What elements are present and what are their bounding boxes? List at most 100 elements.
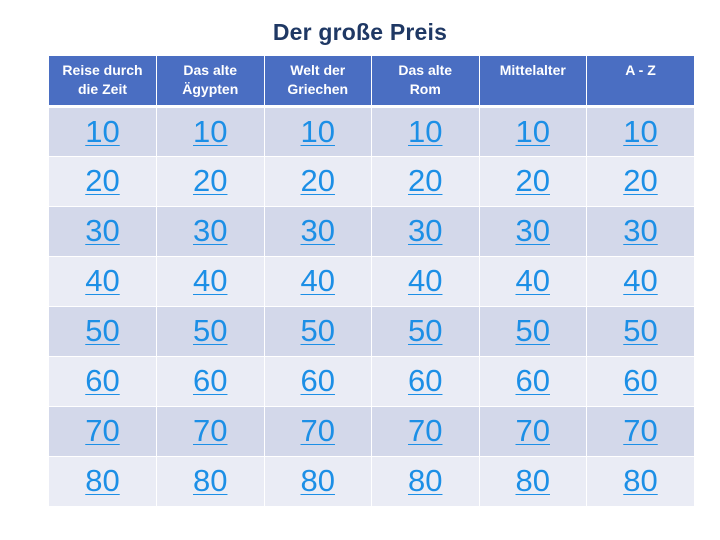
board-cell: 30 [479,206,587,257]
category-label-line1: A - Z [625,62,656,78]
board-cell: 40 [156,256,265,307]
board-cell: 80 [371,456,480,507]
board-cell: 30 [371,206,480,257]
points-row: 50 50 50 50 50 50 [49,306,694,357]
board-cell: 80 [49,456,157,507]
board-cell: 60 [479,356,587,407]
points-link[interactable]: 40 [515,263,550,298]
page-title: Der große Preis [272,19,448,45]
board-cell: 20 [264,156,372,207]
category-header: A - Z [586,56,694,108]
category-label-line1: Reise durch [62,62,143,78]
category-label-line2: Ägypten [182,81,239,97]
board-cell: 70 [49,406,157,457]
points-link[interactable]: 30 [300,213,335,248]
points-link[interactable]: 50 [85,313,120,348]
points-link[interactable]: 20 [408,163,443,198]
points-link[interactable]: 70 [515,413,550,448]
points-link[interactable]: 60 [300,363,335,398]
quiz-board: Reise durch die Zeit Das alte Ägypten Welt… [49,56,694,507]
points-row: 40 40 40 40 40 40 [49,256,694,307]
points-link[interactable]: 60 [85,363,120,398]
points-link[interactable]: 50 [300,313,335,348]
board-cell: 60 [586,356,694,407]
board-cell: 70 [586,406,694,457]
board-cell: 80 [264,456,372,507]
board-cell: 50 [371,306,480,357]
points-link[interactable]: 10 [623,113,658,149]
board-cell: 50 [156,306,265,357]
points-link[interactable]: 70 [193,413,228,448]
board-cell: 20 [479,156,587,207]
points-link[interactable]: 40 [85,263,120,298]
points-link[interactable]: 70 [408,413,443,448]
points-row: 60 60 60 60 60 60 [49,356,694,407]
points-link[interactable]: 20 [515,163,550,198]
board-cell: 40 [479,256,587,307]
board-cell: 60 [264,356,372,407]
points-link[interactable]: 50 [193,313,228,348]
board-cell: 40 [371,256,480,307]
points-link[interactable]: 10 [193,113,228,149]
points-link[interactable]: 60 [515,363,550,398]
board-cell: 70 [371,406,480,457]
points-link[interactable]: 70 [85,413,120,448]
points-link[interactable]: 30 [193,213,228,248]
points-link[interactable]: 10 [85,113,120,149]
points-link[interactable]: 40 [300,263,335,298]
points-link[interactable]: 80 [193,463,228,498]
board-cell: 20 [49,156,157,207]
points-link[interactable]: 80 [515,463,550,498]
points-link[interactable]: 50 [623,313,658,348]
points-link[interactable]: 10 [300,113,335,149]
points-link[interactable]: 20 [300,163,335,198]
points-link[interactable]: 60 [623,363,658,398]
board-cell: 80 [586,456,694,507]
points-link[interactable]: 80 [408,463,443,498]
points-link[interactable]: 20 [85,163,120,198]
points-link[interactable]: 70 [300,413,335,448]
board-cell: 10 [586,106,694,157]
points-link[interactable]: 60 [408,363,443,398]
points-link[interactable]: 20 [623,163,658,198]
category-header: Reise durch die Zeit [49,56,157,108]
points-link[interactable]: 80 [623,463,658,498]
board-cell: 20 [586,156,694,207]
points-row: 80 80 80 80 80 80 [49,456,694,507]
category-label-line1: Das alte [183,62,238,78]
board-cell: 60 [156,356,265,407]
points-link[interactable]: 80 [300,463,335,498]
category-label-line2: Rom [409,81,441,97]
category-header: Mittelalter [479,56,587,108]
board-cell: 10 [371,106,480,157]
category-header: Das alte Ägypten [156,56,265,108]
points-link[interactable]: 10 [515,113,550,149]
board-cell: 50 [264,306,372,357]
points-link[interactable]: 50 [515,313,550,348]
category-label-line1: Das alte [398,62,453,78]
board-cell: 50 [479,306,587,357]
points-link[interactable]: 30 [408,213,443,248]
points-link[interactable]: 60 [193,363,228,398]
board-cell: 60 [49,356,157,407]
board-cell: 70 [264,406,372,457]
category-label-line1: Mittelalter [499,62,566,78]
points-link[interactable]: 70 [623,413,658,448]
board-cell: 10 [156,106,265,157]
points-link[interactable]: 40 [408,263,443,298]
points-row: 70 70 70 70 70 70 [49,406,694,457]
points-link[interactable]: 80 [85,463,120,498]
points-link[interactable]: 50 [408,313,443,348]
board-cell: 80 [479,456,587,507]
board-cell: 60 [371,356,480,407]
points-link[interactable]: 10 [408,113,443,149]
points-link[interactable]: 20 [193,163,228,198]
board-cell: 50 [586,306,694,357]
points-link[interactable]: 40 [623,263,658,298]
points-link[interactable]: 40 [193,263,228,298]
points-link[interactable]: 30 [623,213,658,248]
points-link[interactable]: 30 [85,213,120,248]
points-link[interactable]: 30 [515,213,550,248]
category-header-row: Reise durch die Zeit Das alte Ägypten Welt… [49,56,694,108]
board-cell: 10 [264,106,372,157]
